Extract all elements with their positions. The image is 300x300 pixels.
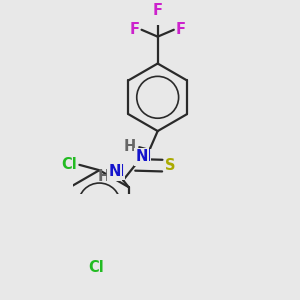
Text: H: H bbox=[98, 169, 110, 184]
Text: N: N bbox=[109, 164, 121, 179]
Text: F: F bbox=[153, 3, 163, 18]
Text: N: N bbox=[138, 149, 151, 164]
Text: Cl: Cl bbox=[88, 260, 104, 275]
Text: N: N bbox=[135, 149, 148, 164]
Text: F: F bbox=[130, 22, 140, 37]
Text: F: F bbox=[175, 22, 185, 37]
Text: H: H bbox=[124, 139, 136, 154]
Text: S: S bbox=[165, 158, 176, 173]
Text: Cl: Cl bbox=[61, 157, 77, 172]
Text: N: N bbox=[112, 164, 124, 179]
